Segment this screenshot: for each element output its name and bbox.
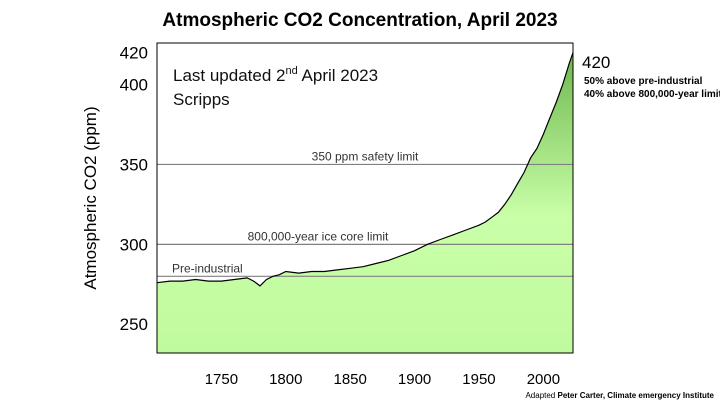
x-tick-1850: 1850: [334, 371, 367, 388]
reference-label-300: 800,000-year ice core limit: [248, 229, 389, 243]
y-tick-350: 350: [120, 155, 148, 174]
current-value-label: 420: [582, 53, 610, 72]
y-tick-300: 300: [120, 235, 148, 254]
chart-title: Atmospheric CO2 Concentration, April 202…: [162, 10, 557, 31]
y-axis-label: Atmospheric CO2 (ppm): [81, 106, 100, 289]
credit-text: Adapted Peter Carter, Climate emergency …: [525, 391, 714, 400]
y-tick-250: 250: [120, 315, 148, 334]
x-tick-2000: 2000: [527, 371, 560, 388]
x-tick-1800: 1800: [269, 371, 302, 388]
reference-label-280: Pre-industrial: [172, 261, 243, 275]
ice-core-note: 40% above 800,000-year limit: [584, 89, 720, 100]
pre-industrial-note: 50% above pre-industrial: [584, 76, 703, 87]
co2-area: [157, 52, 573, 353]
source-annotation: Scripps: [173, 90, 230, 109]
x-tick-1950: 1950: [462, 371, 495, 388]
last-updated-annotation: Last updated 2nd April 2023: [173, 65, 378, 85]
x-tick-1750: 1750: [205, 371, 238, 388]
x-tick-1900: 1900: [398, 371, 431, 388]
y-tick-420: 420: [120, 44, 148, 63]
plot-frame: [156, 42, 574, 354]
co2-series-line: [157, 52, 573, 287]
reference-label-350: 350 ppm safety limit: [312, 149, 419, 163]
y-tick-400: 400: [120, 76, 148, 95]
